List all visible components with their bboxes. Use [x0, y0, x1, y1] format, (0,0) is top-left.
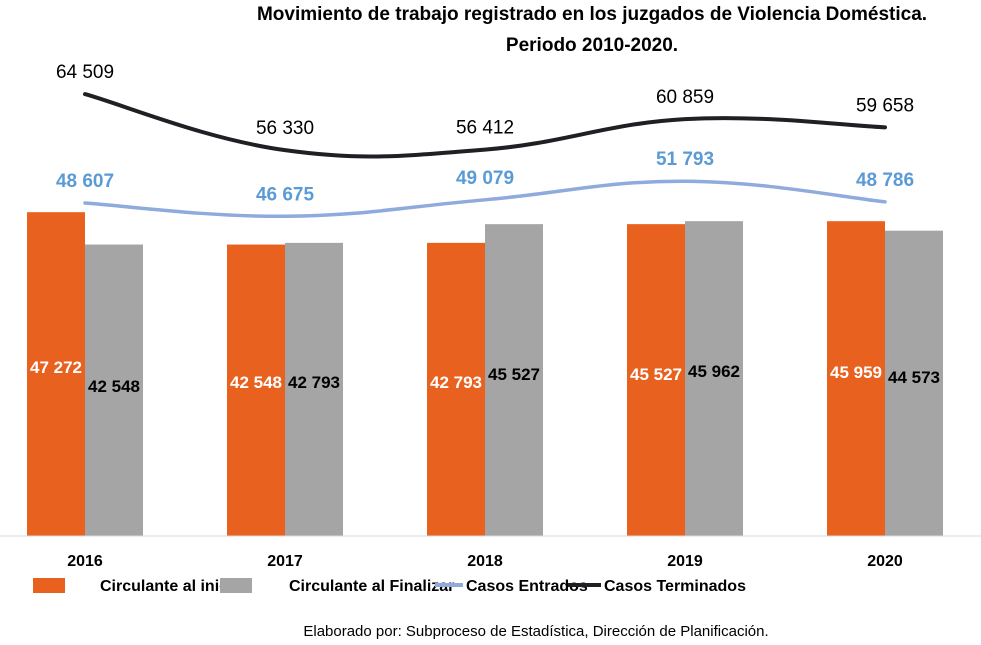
- bar-circulante-al-finalizar-2020: [885, 230, 943, 536]
- legend-swatch-circulante-al-iniciar: [33, 578, 65, 593]
- data-label-circulante-al-iniciar: 42 548: [230, 373, 282, 392]
- bar-circulante-al-iniciar-2019: [627, 224, 685, 536]
- chart-title: Movimiento de trabajo registrado en los …: [257, 4, 927, 25]
- data-label-casos-terminados: 59 658: [856, 95, 914, 116]
- line-casos-entrados: [83, 179, 887, 219]
- legend: Circulante al iniciar Circulante al Final…: [33, 578, 746, 595]
- data-label-circulante-al-finalizar: 45 527: [488, 365, 540, 384]
- bar-circulante-al-finalizar-2017: [285, 242, 343, 536]
- data-label-circulante-al-iniciar: 47 272: [30, 358, 82, 377]
- legend-label-circulante-al-finalizar: Circulante al Finalizar: [289, 578, 454, 595]
- x-tick-label: 2018: [467, 553, 503, 570]
- x-tick-label: 2019: [667, 553, 703, 570]
- data-label-circulante-al-finalizar: 42 548: [88, 377, 140, 396]
- x-tick-label: 2017: [267, 553, 303, 570]
- bar-circulante-al-iniciar-2018: [427, 242, 485, 536]
- bar-circulante-al-finalizar-2019: [685, 221, 743, 537]
- bar-circulante-al-iniciar-2017: [227, 244, 285, 536]
- legend-label-circulante-al-iniciar: Circulante al iniciar: [100, 578, 248, 595]
- data-label-circulante-al-iniciar: 45 959: [830, 363, 882, 382]
- bar-circulante-al-finalizar-2018: [485, 224, 543, 536]
- line-casos-terminados: [83, 92, 887, 159]
- data-label-circulante-al-finalizar: 45 962: [688, 362, 740, 381]
- data-label-casos-entrados: 49 079: [456, 168, 514, 189]
- bar-circulante-al-iniciar-2020: [827, 221, 885, 536]
- data-label-casos-terminados: 64 509: [56, 62, 114, 83]
- data-label-casos-entrados: 51 793: [656, 149, 714, 170]
- x-tick-label: 2016: [67, 553, 103, 570]
- data-label-circulante-al-finalizar: 44 573: [888, 368, 940, 387]
- legend-swatch-circulante-al-finalizar: [220, 578, 252, 593]
- data-label-casos-terminados: 56 330: [256, 118, 314, 139]
- data-label-casos-entrados: 48 786: [856, 170, 914, 191]
- data-label-casos-entrados: 46 675: [256, 184, 315, 205]
- bar-circulante-al-iniciar-2016: [27, 212, 85, 536]
- data-label-circulante-al-iniciar: 45 527: [630, 365, 682, 384]
- legend-label-casos-entrados: Casos Entrados: [466, 578, 588, 595]
- data-label-circulante-al-finalizar: 42 793: [288, 373, 340, 392]
- data-label-casos-terminados: 60 859: [656, 87, 714, 108]
- data-label-circulante-al-iniciar: 42 793: [430, 373, 482, 392]
- bar-circulante-al-finalizar-2016: [85, 244, 143, 536]
- x-tick-label: 2020: [867, 553, 903, 570]
- source-note: Elaborado por: Subproceso de Estadística…: [303, 623, 768, 640]
- legend-label-casos-terminados: Casos Terminados: [604, 578, 746, 595]
- data-label-casos-terminados: 56 412: [456, 118, 514, 139]
- chart-subtitle: Periodo 2010-2020.: [506, 35, 678, 56]
- data-label-casos-entrados: 48 607: [56, 171, 114, 192]
